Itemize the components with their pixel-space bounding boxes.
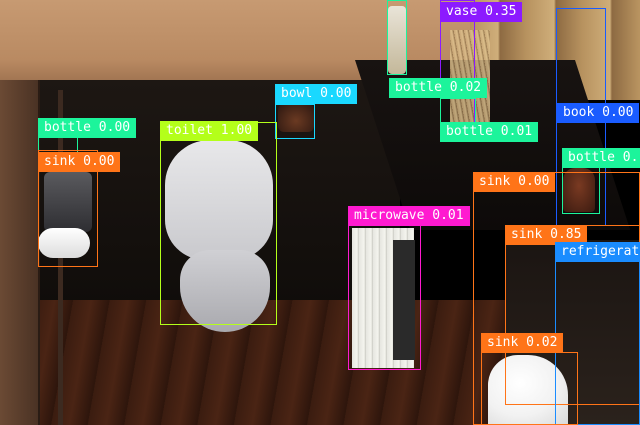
detection-label-bottle-c: bottle 0.00 bbox=[38, 118, 137, 138]
detection-label-bowl: bowl 0.00 bbox=[275, 84, 358, 104]
detection-label-sink-d: sink 0.02 bbox=[481, 333, 564, 353]
paper-holder bbox=[44, 172, 92, 232]
detection-label-sink-c: sink 0.85 bbox=[505, 225, 588, 245]
detection-label-bottle-d: bottle 0. bbox=[562, 148, 640, 168]
wood-floor bbox=[0, 300, 520, 425]
vase-sticks bbox=[450, 30, 490, 125]
heater-side bbox=[393, 240, 415, 360]
detection-label-sink-a: sink 0.00 bbox=[38, 152, 121, 172]
detection-box-bowl bbox=[275, 104, 315, 139]
detection-box-bottle-a bbox=[387, 0, 407, 75]
bowl-shape bbox=[278, 104, 314, 132]
detection-label-refrigerator: refrigerat bbox=[555, 242, 640, 262]
detection-label-vase: vase 0.35 bbox=[440, 2, 523, 22]
detection-label-bottle-a: bottle 0.02 bbox=[389, 78, 488, 98]
door-left bbox=[0, 80, 40, 425]
detection-label-sink-b: sink 0.00 bbox=[473, 172, 556, 192]
bottle-tall bbox=[388, 6, 406, 74]
detection-label-toilet: toilet 1.00 bbox=[160, 121, 259, 141]
detection-label-book: book 0.00 bbox=[557, 103, 640, 123]
detection-label-microwave: microwave 0.01 bbox=[348, 206, 470, 226]
detection-box-sink-d bbox=[481, 352, 578, 425]
toilet-base bbox=[180, 250, 270, 332]
bottle-right bbox=[563, 168, 595, 212]
towel bbox=[488, 355, 568, 425]
detection-box-sink-a bbox=[38, 150, 98, 267]
detection-label-bottle-b: bottle 0.01 bbox=[440, 122, 539, 142]
toilet-tank bbox=[165, 140, 273, 260]
detection-box-microwave bbox=[348, 206, 421, 370]
detection-box-toilet bbox=[160, 122, 277, 325]
paper-roll bbox=[38, 228, 90, 258]
